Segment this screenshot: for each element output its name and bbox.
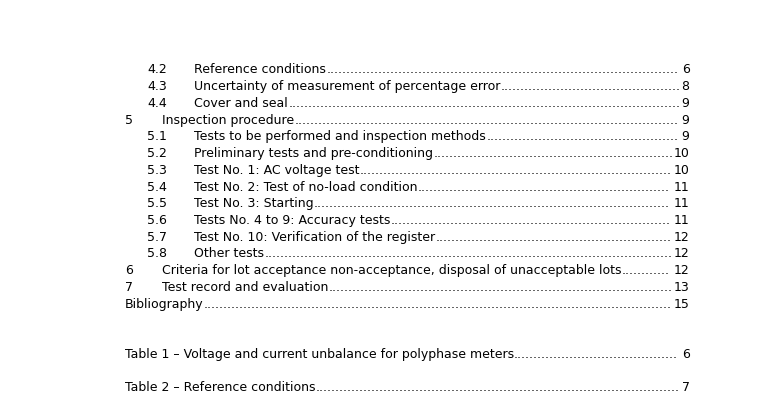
Text: 5.2: 5.2 [148, 147, 167, 160]
Text: Test No. 2: Test of no-load condition: Test No. 2: Test of no-load condition [194, 180, 418, 193]
Text: 9: 9 [682, 130, 690, 143]
Text: ...............................................................: ........................................… [418, 180, 670, 193]
Text: Table 2 – Reference conditions: Table 2 – Reference conditions [125, 380, 316, 393]
Text: 5.3: 5.3 [148, 164, 167, 176]
Text: 10: 10 [674, 164, 690, 176]
Text: ................................................................................: ........................................… [314, 197, 670, 210]
Text: Test No. 10: Verification of the register: Test No. 10: Verification of the registe… [194, 230, 436, 243]
Text: ...........................................................: ........................................… [436, 230, 672, 243]
Text: Test record and evaluation: Test record and evaluation [162, 280, 329, 293]
Text: 5: 5 [125, 113, 133, 126]
Text: ................................................................................: ........................................… [326, 63, 679, 76]
Text: 7: 7 [682, 380, 690, 393]
Text: ......................................................................: ........................................… [390, 213, 671, 227]
Text: 6: 6 [682, 347, 690, 360]
Text: 4.4: 4.4 [148, 97, 167, 110]
Text: Test No. 1: AC voltage test: Test No. 1: AC voltage test [194, 164, 360, 176]
Text: 5.5: 5.5 [148, 197, 167, 210]
Text: Test No. 3: Starting: Test No. 3: Starting [194, 197, 314, 210]
Text: ................................................................................: ........................................… [288, 97, 680, 110]
Text: 5.8: 5.8 [148, 247, 167, 260]
Text: 15: 15 [674, 297, 690, 310]
Text: Criteria for lot acceptance non-acceptance, disposal of unacceptable lots: Criteria for lot acceptance non-acceptan… [162, 263, 622, 276]
Text: ................................................................................: ........................................… [204, 297, 672, 310]
Text: 6: 6 [125, 263, 133, 276]
Text: ................................................................................: ........................................… [316, 380, 679, 393]
Text: 10: 10 [674, 147, 690, 160]
Text: 11: 11 [674, 197, 690, 210]
Text: Cover and seal: Cover and seal [194, 97, 288, 110]
Text: Tests to be performed and inspection methods: Tests to be performed and inspection met… [194, 130, 487, 143]
Text: Uncertainty of measurement of percentage error: Uncertainty of measurement of percentage… [194, 80, 501, 93]
Text: Bibliography: Bibliography [125, 297, 204, 310]
Text: ............................................................: ........................................… [433, 147, 673, 160]
Text: ..............................................................................: ........................................… [360, 164, 672, 176]
Text: 9: 9 [682, 97, 690, 110]
Text: ................................................: ........................................… [487, 130, 678, 143]
Text: 8: 8 [682, 80, 690, 93]
Text: 4.2: 4.2 [148, 63, 167, 76]
Text: ................................................................................: ........................................… [294, 113, 679, 126]
Text: 9: 9 [682, 113, 690, 126]
Text: 6: 6 [682, 63, 690, 76]
Text: 7: 7 [125, 280, 133, 293]
Text: ................................................................................: ........................................… [329, 280, 672, 293]
Text: ................................................................................: ........................................… [265, 247, 672, 260]
Text: Table 1 – Voltage and current unbalance for polyphase meters: Table 1 – Voltage and current unbalance … [125, 347, 514, 360]
Text: 12: 12 [674, 230, 690, 243]
Text: Inspection procedure: Inspection procedure [162, 113, 294, 126]
Text: Preliminary tests and pre-conditioning: Preliminary tests and pre-conditioning [194, 147, 433, 160]
Text: 5.1: 5.1 [148, 130, 167, 143]
Text: Other tests: Other tests [194, 247, 265, 260]
Text: 4.3: 4.3 [148, 80, 167, 93]
Text: ............: ............ [622, 263, 670, 276]
Text: 11: 11 [674, 213, 690, 227]
Text: .........................................: ........................................… [514, 347, 678, 360]
Text: 12: 12 [674, 263, 690, 276]
Text: 12: 12 [674, 247, 690, 260]
Text: 5.6: 5.6 [148, 213, 167, 227]
Text: 13: 13 [674, 280, 690, 293]
Text: 5.7: 5.7 [148, 230, 167, 243]
Text: 11: 11 [674, 180, 690, 193]
Text: .............................................: ........................................… [501, 80, 681, 93]
Text: Tests No. 4 to 9: Accuracy tests: Tests No. 4 to 9: Accuracy tests [194, 213, 390, 227]
Text: 5.4: 5.4 [148, 180, 167, 193]
Text: Reference conditions: Reference conditions [194, 63, 326, 76]
